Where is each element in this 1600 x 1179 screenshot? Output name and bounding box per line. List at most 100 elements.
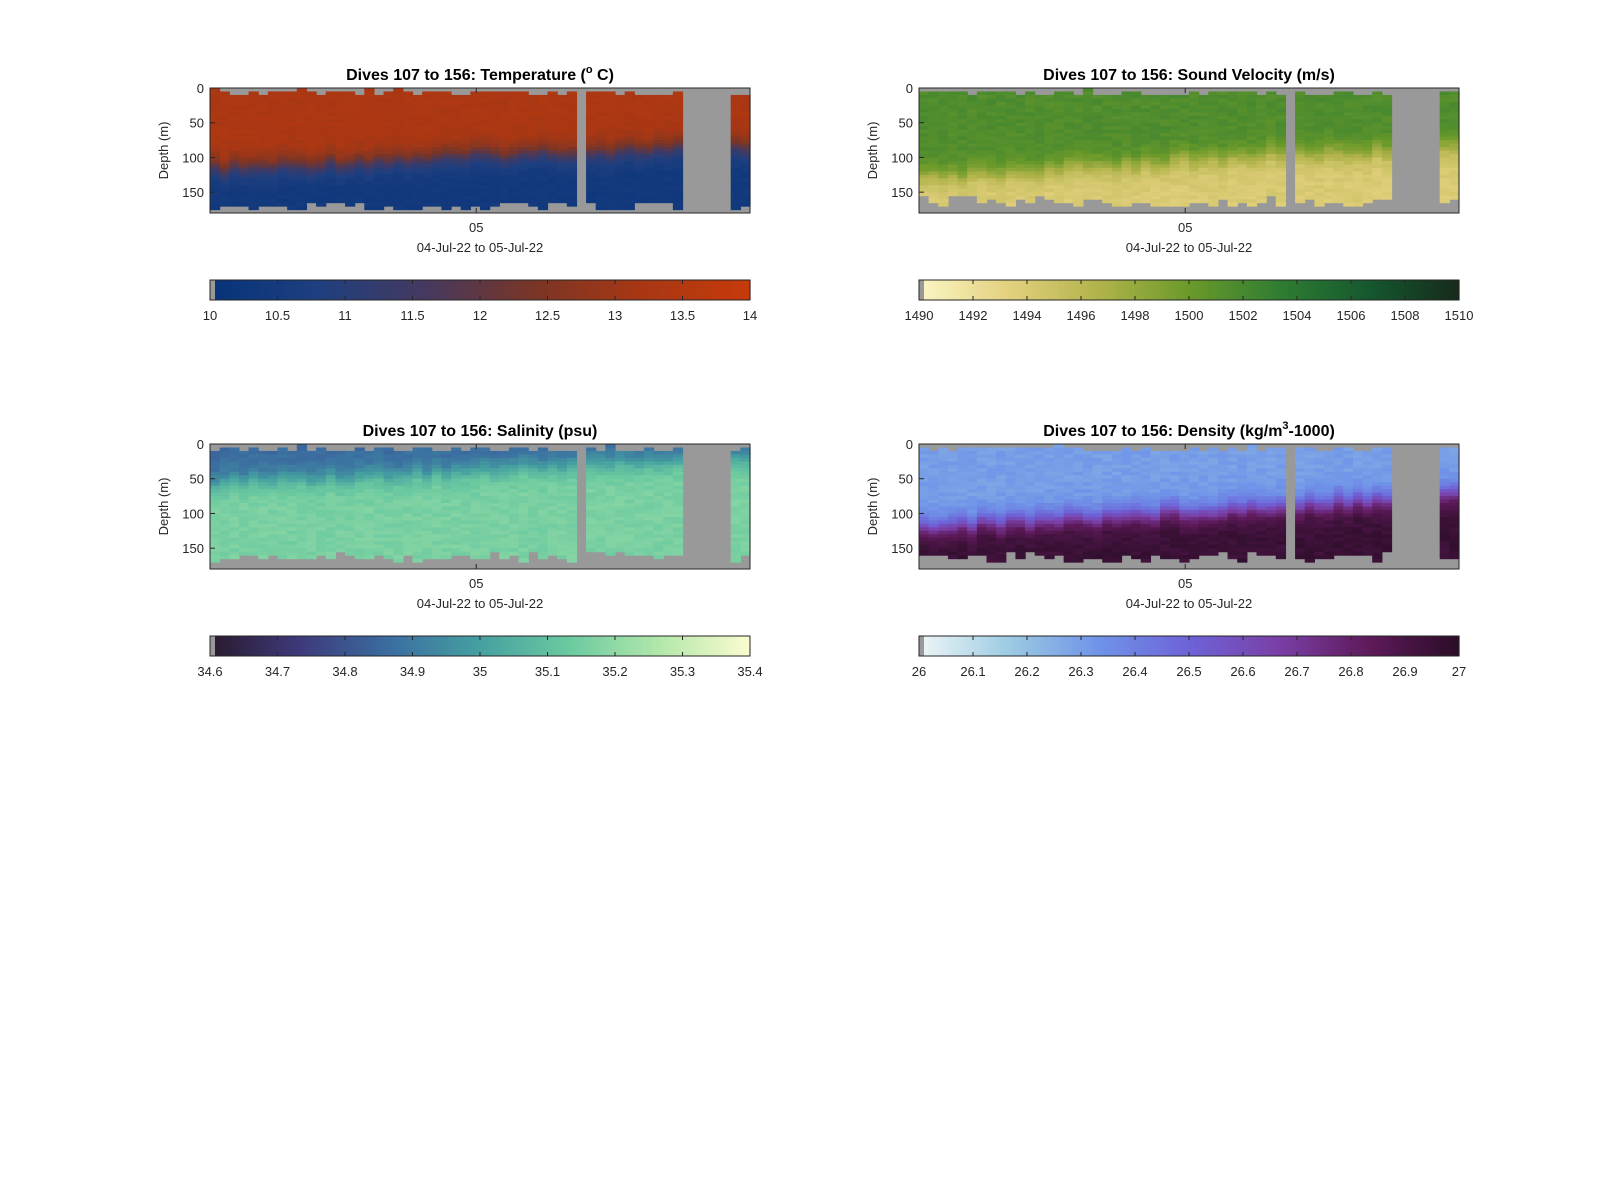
heatmap-cell <box>499 178 510 183</box>
heatmap-cell <box>947 94 959 100</box>
heatmap-cell <box>451 548 462 553</box>
heatmap-cell <box>383 516 394 521</box>
heatmap-cell <box>643 126 655 131</box>
heatmap-cell <box>518 108 529 113</box>
heatmap-cell <box>1121 101 1132 106</box>
heatmap-cell <box>277 129 288 134</box>
heatmap-cell <box>354 548 365 553</box>
heatmap-cell <box>354 192 365 197</box>
heatmap-cell <box>624 489 635 494</box>
heatmap-cell <box>402 454 414 459</box>
heatmap-cell <box>470 112 481 117</box>
heatmap-cell <box>1044 188 1055 193</box>
heatmap-cell <box>1314 178 1325 183</box>
heatmap-cell <box>480 527 491 532</box>
heatmap-cell <box>1352 153 1364 159</box>
colorbar-segment <box>237 280 243 300</box>
heatmap-cell <box>412 450 423 456</box>
heatmap-cell <box>316 195 327 200</box>
heatmap-cell <box>277 150 288 155</box>
heatmap-cell <box>1025 126 1036 131</box>
heatmap-cell <box>595 147 606 152</box>
heatmap-cell <box>928 133 939 138</box>
heatmap-cell <box>976 174 988 179</box>
heatmap-cell <box>508 153 520 159</box>
heatmap-cell <box>1034 122 1045 127</box>
heatmap-cell <box>383 136 394 141</box>
heatmap-cell <box>383 195 394 200</box>
heatmap-cell <box>393 195 404 200</box>
heatmap-cell <box>296 136 308 141</box>
heatmap-cell <box>1169 174 1180 179</box>
heatmap-cell <box>258 530 269 535</box>
heatmap-cell <box>499 468 510 473</box>
heatmap-cell <box>672 167 684 172</box>
heatmap-cell <box>557 126 568 131</box>
y-tick-label: 150 <box>891 185 913 200</box>
heatmap-cell <box>1063 174 1074 179</box>
heatmap-cell <box>605 537 616 542</box>
heatmap-cell <box>402 492 414 497</box>
heatmap-cell <box>1131 178 1142 183</box>
heatmap-cell <box>325 192 336 197</box>
heatmap-cell <box>1111 178 1123 183</box>
x-axis-label: 04-Jul-22 to 05-Jul-22 <box>1126 240 1252 255</box>
heatmap-cell <box>258 98 269 103</box>
heatmap-cell <box>1217 178 1229 183</box>
heatmap-cell <box>1025 171 1036 176</box>
heatmap-cell <box>1198 188 1209 193</box>
heatmap-cell <box>615 94 626 100</box>
heatmap-cell <box>1198 115 1209 120</box>
heatmap-cell <box>1314 192 1325 197</box>
heatmap-cell <box>566 468 578 473</box>
heatmap-cell <box>316 133 327 138</box>
heatmap-cell <box>258 133 269 138</box>
heatmap-cell <box>1304 195 1315 200</box>
heatmap-cell <box>947 171 959 176</box>
heatmap-cell <box>1131 98 1142 103</box>
heatmap-cell <box>431 174 443 179</box>
heatmap-cell <box>393 523 404 528</box>
heatmap-cell <box>354 167 365 172</box>
heatmap-cell <box>615 499 626 504</box>
heatmap-cell <box>1189 105 1200 110</box>
heatmap-cell <box>229 478 240 483</box>
heatmap-cell <box>518 555 529 560</box>
heatmap-cell <box>441 160 452 165</box>
heatmap-cell <box>229 178 240 183</box>
heatmap-cell <box>267 541 279 546</box>
colorbar-segment <box>923 280 929 300</box>
heatmap-cell <box>1352 167 1364 172</box>
heatmap-cell <box>325 153 336 159</box>
colorbar-segment <box>1355 280 1361 300</box>
heatmap-cell <box>624 530 635 535</box>
heatmap-cell <box>441 489 452 494</box>
heatmap-cell <box>1179 101 1190 106</box>
heatmap-cell <box>499 199 510 204</box>
colorbar-segment <box>511 280 517 300</box>
heatmap-cell <box>928 157 939 162</box>
heatmap-cell <box>1372 164 1383 169</box>
heatmap-cell <box>957 153 968 159</box>
colorbar-segment <box>1139 280 1145 300</box>
heatmap-cell <box>1381 188 1393 193</box>
heatmap-cell <box>373 464 385 469</box>
heatmap-cell <box>508 115 520 120</box>
heatmap-cell <box>345 167 356 172</box>
heatmap-cell <box>947 98 959 103</box>
heatmap-cell <box>238 157 250 162</box>
heatmap-cell <box>566 478 578 483</box>
heatmap-cell <box>1063 91 1074 96</box>
heatmap-cell <box>947 112 959 117</box>
heatmap-cell <box>422 185 433 190</box>
heatmap-cell <box>557 506 568 511</box>
heatmap-cell <box>296 126 308 131</box>
heatmap-cell <box>508 468 520 473</box>
heatmap-cell <box>229 202 240 207</box>
heatmap-cell <box>1111 153 1123 159</box>
heatmap-cell <box>1121 147 1132 152</box>
heatmap-cell <box>1449 171 1460 176</box>
colorbar-segment <box>1054 280 1060 300</box>
heatmap-cell <box>928 174 939 179</box>
heatmap-cell <box>1217 108 1229 113</box>
